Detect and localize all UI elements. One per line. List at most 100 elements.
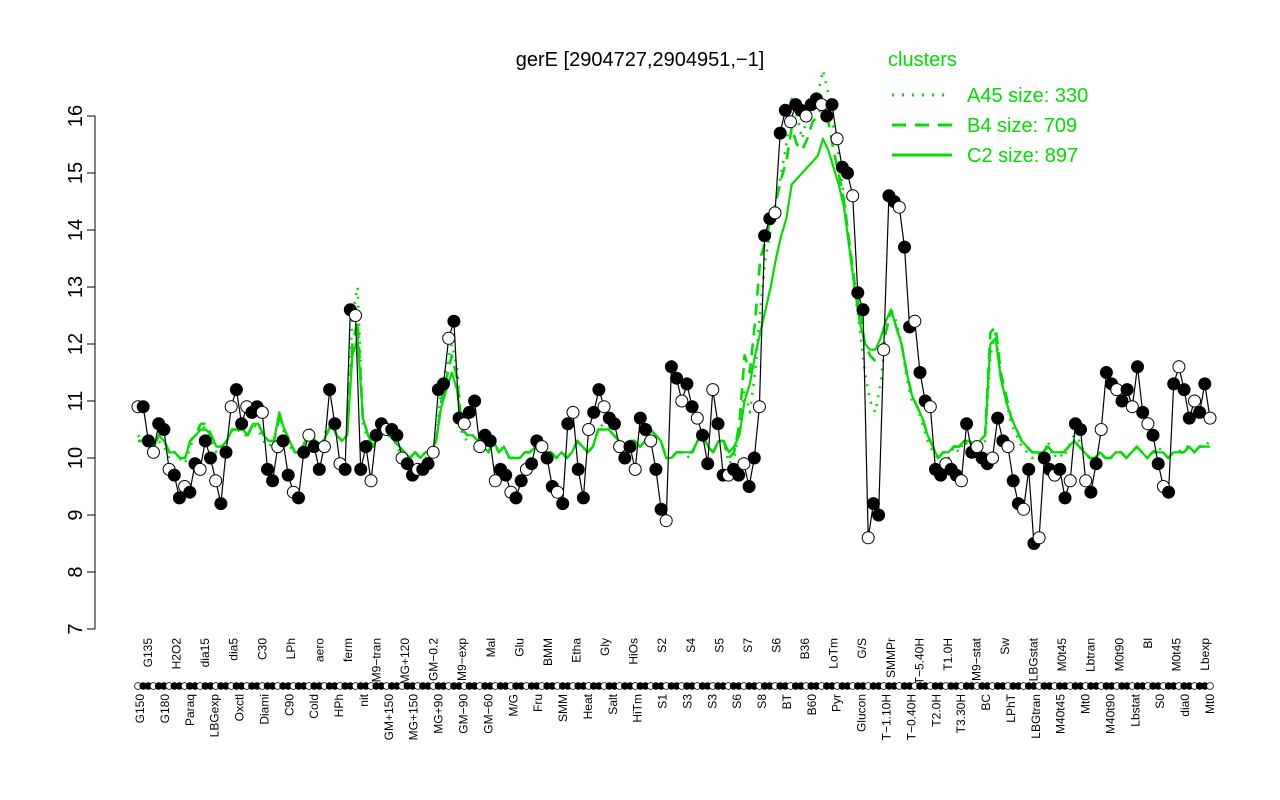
x-tick-label: S5 bbox=[712, 638, 726, 653]
x-tick-label: Glu bbox=[512, 638, 526, 657]
x-tick-label: Fru bbox=[531, 694, 545, 712]
y-tick-label: 8 bbox=[65, 566, 87, 577]
x-tick-label: Salt bbox=[606, 693, 620, 714]
x-tick-label: T−0.40H bbox=[904, 694, 918, 740]
data-point bbox=[680, 377, 694, 391]
data-point bbox=[784, 115, 797, 129]
x-tick-label: S3 bbox=[680, 694, 694, 709]
x-tick-label: Mal bbox=[484, 638, 498, 657]
data-point bbox=[1120, 383, 1134, 397]
data-point bbox=[483, 434, 497, 448]
x-tick-label: GM−60 bbox=[481, 694, 495, 734]
data-point bbox=[664, 360, 678, 374]
x-tick-label: Mt0 bbox=[1079, 694, 1093, 714]
y-tick-label: 15 bbox=[65, 162, 87, 184]
x-tick-label: HPh bbox=[332, 694, 346, 717]
data-point bbox=[991, 411, 1005, 425]
x-tick-label: SMM bbox=[556, 694, 570, 722]
data-point bbox=[488, 474, 502, 488]
x-tick-label: Heat bbox=[581, 693, 595, 719]
data-point bbox=[193, 462, 207, 476]
x-tick-label: S2 bbox=[655, 638, 669, 653]
data-point bbox=[685, 400, 699, 414]
x-tick-label: T3.30H bbox=[954, 694, 968, 733]
data-point bbox=[390, 428, 404, 442]
data-point bbox=[561, 417, 575, 431]
x-tick-label: Diami bbox=[257, 694, 271, 725]
x-tick-label: M0t45 bbox=[1055, 638, 1069, 672]
x-tick-label: LBGtran bbox=[1029, 694, 1043, 739]
data-point bbox=[856, 303, 870, 317]
x-tick-label: G/S bbox=[855, 638, 869, 659]
x-tick-label: S4 bbox=[684, 638, 698, 653]
x-tick-label: Glucon bbox=[855, 694, 869, 732]
legend-label-a45: A45 size: 330 bbox=[967, 85, 1088, 107]
data-point bbox=[898, 240, 911, 254]
x-tick-label: MG+150 bbox=[407, 694, 421, 741]
data-point bbox=[514, 474, 528, 488]
x-tick-label: BMM bbox=[541, 638, 555, 666]
x-tick-label: S7 bbox=[741, 638, 755, 653]
data-point bbox=[198, 434, 212, 448]
data-point bbox=[551, 485, 564, 499]
data-point bbox=[462, 405, 476, 419]
data-point bbox=[1172, 360, 1186, 374]
data-point bbox=[1193, 405, 1207, 419]
data-point bbox=[172, 491, 186, 505]
data-point bbox=[908, 314, 922, 328]
data-point bbox=[437, 377, 450, 391]
x-tick-label: Sw bbox=[998, 638, 1012, 655]
x-tick-label: C90 bbox=[282, 694, 296, 716]
data-point bbox=[141, 434, 155, 448]
data-point bbox=[820, 109, 834, 123]
data-point bbox=[628, 462, 642, 476]
x-tick-label: Mt0 bbox=[1203, 694, 1217, 714]
x-tick-label: aero bbox=[312, 638, 326, 662]
x-tick-label: Etha bbox=[570, 638, 584, 663]
x-tick-label: S1 bbox=[656, 694, 670, 709]
y-tick-label: 11 bbox=[65, 391, 87, 412]
data-point bbox=[312, 462, 326, 476]
data-point bbox=[157, 423, 171, 436]
x-tick-label: LPhT bbox=[1004, 693, 1018, 722]
x-axis: G135 H2O2 dia15 dia5 C30 LPh aero ferm M9−tran MG… bbox=[133, 637, 1217, 740]
x-tick-label: S3 bbox=[705, 694, 719, 709]
x-tick-label: Gly bbox=[598, 638, 612, 656]
data-point bbox=[1006, 474, 1020, 488]
x-tick-label: LPh bbox=[284, 638, 298, 659]
x-tick-label: M9−tran bbox=[370, 638, 384, 682]
x-tick-label: M9−stat bbox=[970, 637, 984, 681]
data-point bbox=[872, 508, 886, 522]
data-point bbox=[954, 474, 968, 488]
data-point bbox=[235, 417, 249, 431]
data-point bbox=[1058, 491, 1072, 505]
data-point bbox=[799, 109, 813, 123]
data-point bbox=[261, 462, 274, 476]
data-point bbox=[183, 485, 197, 499]
x-tick-label: Bl bbox=[1141, 638, 1155, 649]
data-point bbox=[509, 491, 523, 505]
x-tick-label: dia15 bbox=[198, 638, 212, 668]
data-point bbox=[587, 405, 601, 419]
data-point bbox=[566, 405, 580, 419]
x-tick-label: dia5 bbox=[227, 638, 241, 661]
data-point bbox=[659, 514, 673, 528]
x-tick-label: B36 bbox=[798, 638, 812, 660]
data-point bbox=[1032, 531, 1046, 545]
x-tick-label: S8 bbox=[755, 694, 769, 709]
data-point bbox=[1203, 411, 1217, 425]
data-point bbox=[732, 468, 746, 482]
x-tick-label: dia0 bbox=[1178, 694, 1192, 717]
data-point bbox=[499, 468, 513, 482]
legend: clusters A45 size: 330 B4 size: 709 C2 s… bbox=[888, 49, 1088, 167]
data-point bbox=[861, 531, 875, 545]
x-tick-label: GM−90 bbox=[457, 694, 471, 734]
data-point bbox=[209, 474, 223, 488]
data-point bbox=[338, 462, 352, 476]
x-tick-label: Lbtran bbox=[1084, 638, 1098, 672]
data-point bbox=[1151, 457, 1165, 471]
data-point bbox=[1167, 377, 1181, 391]
y-tick-label: 12 bbox=[65, 333, 87, 355]
data-point bbox=[302, 428, 316, 442]
